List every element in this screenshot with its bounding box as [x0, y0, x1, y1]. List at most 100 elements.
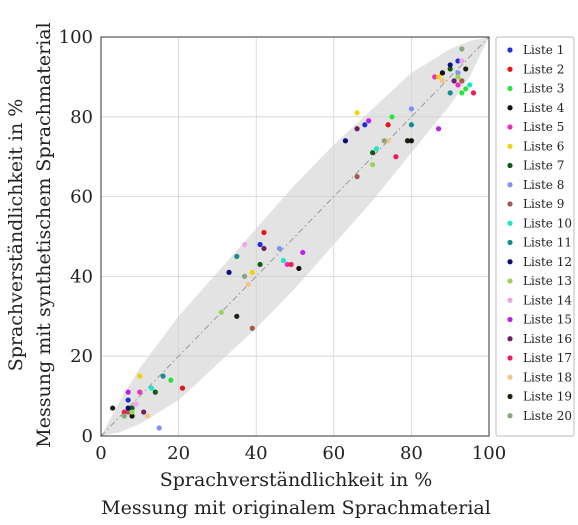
x-axis-title-line-2: Messung mit originalem Sprachmaterial — [101, 497, 491, 519]
legend-label: Liste 2 — [523, 62, 564, 76]
data-point-13 — [370, 162, 376, 168]
legend-label: Liste 7 — [523, 159, 564, 173]
legend-label: Liste 14 — [523, 293, 572, 307]
data-point-8 — [156, 425, 162, 431]
data-point-10 — [373, 146, 380, 152]
legend-marker — [507, 316, 513, 323]
y-tick-label: 60 — [70, 187, 93, 208]
data-point-4 — [439, 70, 446, 76]
data-point-7 — [129, 405, 135, 411]
data-point-8 — [276, 245, 283, 252]
data-point-1 — [455, 58, 461, 64]
data-point-18 — [245, 281, 252, 287]
legend-label: Liste 10 — [523, 216, 572, 230]
data-point-19 — [404, 138, 411, 144]
legend-marker — [507, 105, 513, 111]
data-point-18 — [439, 78, 446, 84]
y-axis-title-line-1: Sprachverständlichkeit in % — [5, 99, 27, 372]
data-point-17 — [393, 154, 399, 160]
data-point-6 — [137, 373, 143, 379]
data-point-12 — [342, 138, 349, 144]
data-point-5 — [284, 261, 290, 268]
data-point-16 — [141, 409, 147, 415]
legend-label: Liste 11 — [523, 236, 572, 250]
data-point-20 — [381, 138, 387, 144]
legend-label: Liste 17 — [523, 351, 572, 365]
data-point-3 — [463, 86, 469, 92]
data-point-20 — [241, 273, 248, 279]
data-point-15 — [435, 126, 442, 132]
legend-marker — [507, 143, 513, 149]
legend-marker — [507, 297, 513, 303]
data-point-11 — [160, 373, 166, 379]
data-point-3 — [389, 114, 395, 120]
data-point-19 — [110, 405, 116, 411]
data-point-2 — [385, 122, 391, 128]
data-point-4 — [408, 138, 414, 144]
y-tick-label: 40 — [70, 266, 93, 287]
data-point-7 — [447, 66, 453, 72]
legend-label: Liste 19 — [523, 390, 572, 404]
data-point-6 — [249, 269, 255, 276]
data-point-1 — [125, 397, 131, 403]
x-axis-title-line-1: Sprachverständlichkeit in % — [160, 469, 433, 491]
legend-marker — [507, 66, 513, 72]
y-axis-title-line-2: Messung mit synthetischem Sprachmaterial — [33, 22, 55, 447]
data-point-5 — [455, 82, 461, 88]
data-point-3 — [459, 90, 465, 96]
data-point-14 — [133, 401, 139, 407]
y-tick-label: 80 — [70, 107, 93, 128]
data-point-10 — [148, 385, 155, 391]
data-point-9 — [125, 409, 131, 415]
data-point-11 — [447, 90, 453, 96]
x-tick-label: 0 — [95, 443, 106, 464]
legend-marker — [507, 182, 513, 188]
data-point-20 — [121, 413, 127, 419]
data-point-1 — [362, 122, 368, 128]
data-point-7 — [370, 150, 376, 156]
data-point-2 — [261, 229, 267, 236]
data-point-19 — [234, 313, 240, 319]
legend-label: Liste 12 — [523, 255, 572, 269]
legend-marker — [507, 393, 513, 400]
legend-marker — [507, 355, 513, 361]
data-point-19 — [463, 66, 469, 72]
data-point-20 — [459, 46, 465, 52]
x-tick-label: 20 — [167, 443, 190, 464]
data-point-14 — [459, 58, 465, 64]
data-point-17 — [470, 90, 477, 96]
data-point-9 — [249, 325, 255, 331]
x-tick-label: 60 — [322, 443, 345, 464]
data-point-8 — [455, 70, 461, 76]
data-point-1 — [257, 241, 263, 248]
legend-marker — [507, 336, 513, 342]
data-point-13 — [455, 74, 461, 80]
reference-line — [100, 36, 490, 437]
data-point-15 — [300, 249, 306, 256]
x-tick-label: 100 — [472, 443, 506, 464]
data-point-13 — [129, 409, 135, 415]
legend-marker — [507, 259, 513, 265]
data-point-7 — [257, 261, 263, 268]
x-tick-label: 80 — [400, 443, 423, 464]
plot-frame — [100, 36, 490, 437]
data-point-4 — [129, 413, 135, 419]
data-point-11 — [234, 253, 240, 260]
legend-label: Liste 3 — [523, 82, 564, 96]
data-point-15 — [125, 389, 131, 395]
data-point-3 — [168, 377, 174, 383]
data-point-9 — [354, 174, 360, 180]
legend-marker — [507, 201, 513, 207]
legend-label: Liste 5 — [523, 120, 564, 134]
legend-label: Liste 15 — [523, 313, 572, 327]
legend-marker — [507, 162, 513, 169]
data-point-9 — [459, 78, 465, 84]
data-point-16 — [261, 245, 267, 252]
legend-label: Liste 9 — [523, 197, 564, 211]
legend-marker — [507, 278, 513, 284]
legend-label: Liste 13 — [523, 274, 572, 288]
data-point-16 — [451, 78, 457, 84]
legend-marker — [507, 374, 513, 380]
data-point-17 — [121, 409, 127, 415]
